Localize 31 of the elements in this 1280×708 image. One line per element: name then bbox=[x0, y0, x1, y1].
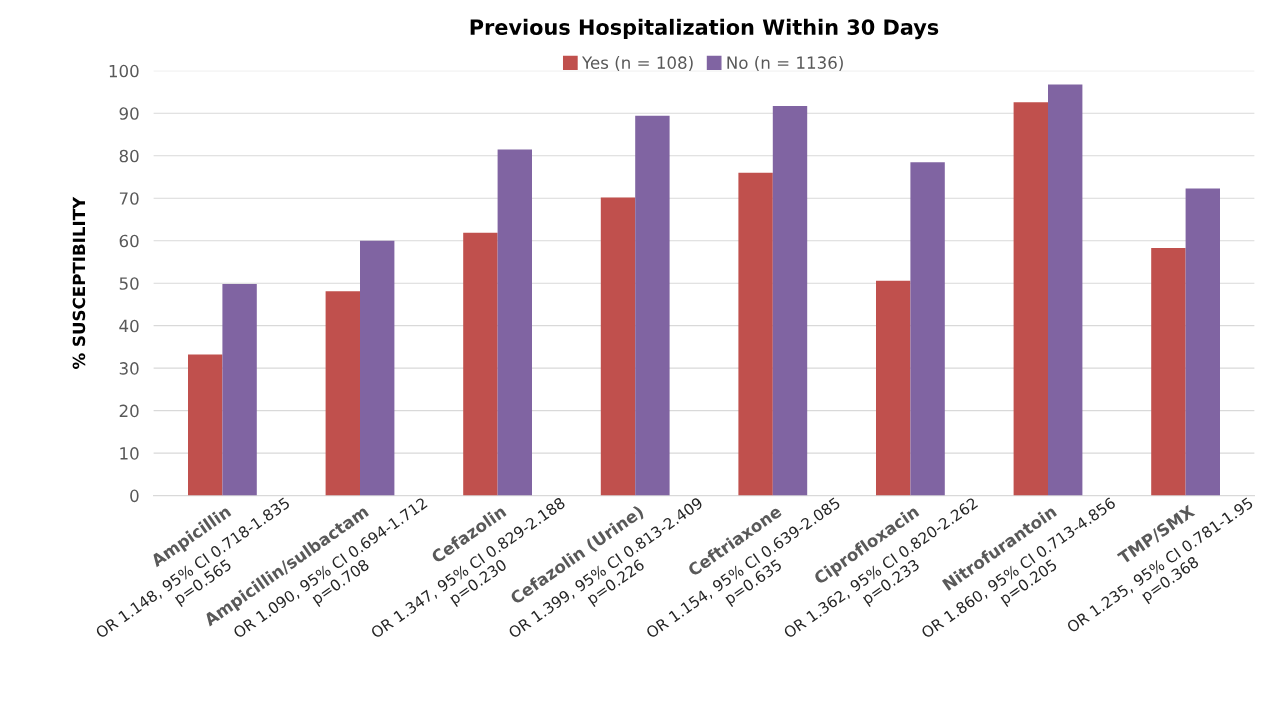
y-tick-label: 60 bbox=[119, 234, 139, 248]
y-tick-label: 40 bbox=[119, 319, 139, 333]
bar bbox=[1013, 102, 1048, 496]
bar bbox=[600, 197, 636, 496]
bar bbox=[1048, 84, 1083, 496]
bar bbox=[360, 240, 395, 496]
bar bbox=[325, 291, 360, 496]
y-tick-label: 30 bbox=[119, 362, 139, 375]
bar bbox=[463, 232, 498, 496]
y-tick-label: 20 bbox=[119, 404, 139, 418]
bar bbox=[738, 172, 773, 496]
y-tick-label: 100 bbox=[109, 64, 139, 78]
legend-label: Yes (n = 108) bbox=[581, 56, 693, 71]
bar bbox=[222, 284, 257, 496]
bar bbox=[497, 149, 532, 496]
y-tick-label: 0 bbox=[130, 489, 139, 503]
bar bbox=[1151, 247, 1186, 496]
y-tick-label: 80 bbox=[119, 149, 139, 163]
chart-title: Previous Hospitalization Within 30 Days bbox=[470, 18, 939, 40]
y-axis-title: % SUSCEPTIBILITY bbox=[72, 196, 86, 369]
bar bbox=[876, 280, 911, 496]
bar bbox=[772, 106, 808, 496]
y-tick-label: 10 bbox=[120, 447, 139, 460]
bar bbox=[1185, 188, 1220, 496]
bar bbox=[188, 354, 223, 496]
y-tick-label: 90 bbox=[119, 107, 139, 120]
y-tick-label: 50 bbox=[119, 277, 139, 290]
y-tick-label: 70 bbox=[119, 192, 139, 205]
bar bbox=[635, 115, 670, 496]
legend-label: No (n = 1136) bbox=[727, 56, 843, 71]
bar bbox=[910, 162, 945, 496]
